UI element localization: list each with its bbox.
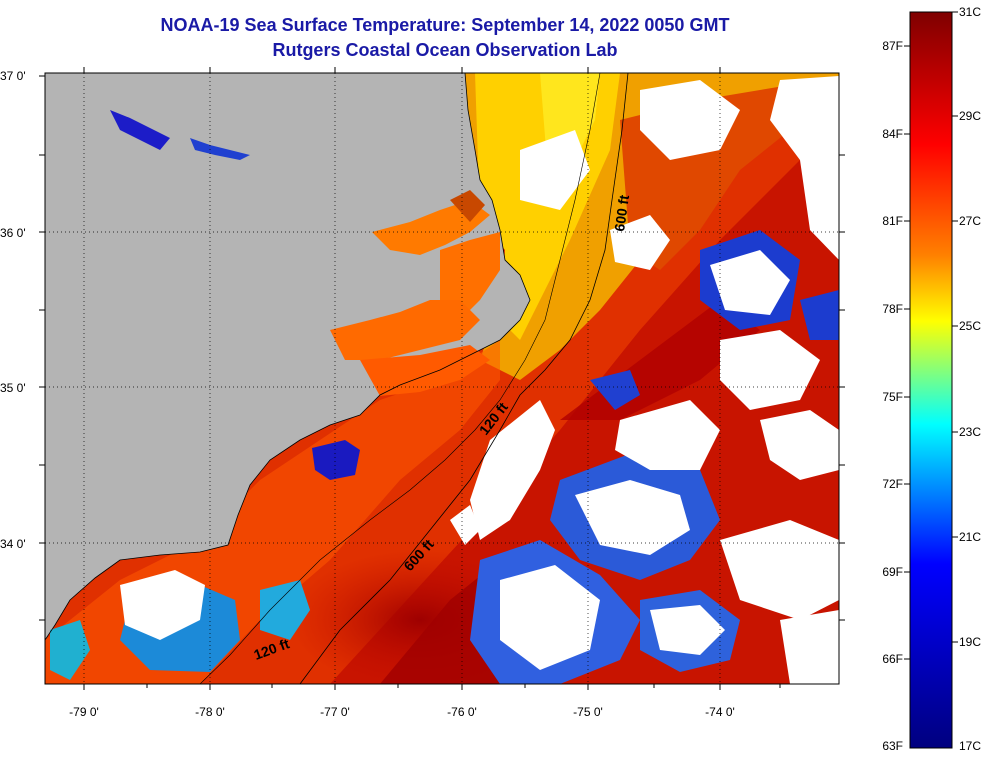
lon-label: -79 0' (69, 705, 99, 719)
map-subtitle: Rutgers Coastal Ocean Observation Lab (272, 40, 618, 60)
colorbar-f-label: 81F (882, 214, 903, 228)
colorbar-f-label: 87F (882, 39, 903, 53)
land-mass (45, 73, 530, 640)
colorbar-c-label: 25C (959, 319, 981, 333)
lat-label: 36 0' (0, 226, 26, 240)
isobath-600ft (299, 73, 629, 684)
lon-label: -74 0' (705, 705, 735, 719)
graticule (45, 73, 839, 684)
isobath-label: 600 ft (611, 194, 632, 233)
colorbar-f-label: 69F (882, 565, 903, 579)
colorbar-c-label: 31C (959, 5, 981, 19)
axis-ticks (39, 67, 845, 690)
cloud-cover (120, 76, 839, 684)
map-border (44, 72, 840, 685)
map-title: NOAA-19 Sea Surface Temperature: Septemb… (160, 15, 730, 35)
colorbar-f-label: 84F (882, 127, 903, 141)
lon-label: -76 0' (447, 705, 477, 719)
map-frame: 600 ft 120 ft 600 ft 120 ft (45, 73, 839, 684)
colorbar-c-label: 21C (959, 530, 981, 544)
colorbar-f-label: 75F (882, 390, 903, 404)
lat-label: 35 0' (0, 381, 26, 395)
colorbar-c-label: 29C (959, 109, 981, 123)
lon-label: -78 0' (195, 705, 225, 719)
lon-label: -77 0' (320, 705, 350, 719)
lat-label: 37 0' (0, 69, 26, 83)
colorbar-f-label: 72F (882, 477, 903, 491)
colorbar-c-label: 17C (959, 739, 981, 753)
colorbar-gradient (909, 11, 953, 749)
temperature-colorbar: 87F 84F 81F 78F 75F 72F 69F 66F 63F 31C … (882, 5, 981, 753)
coastline (45, 73, 531, 641)
isobath-120ft (199, 73, 601, 684)
colorbar-c-label: 19C (959, 635, 981, 649)
colorbar-f-label: 63F (882, 739, 903, 753)
colorbar-c-label: 23C (959, 425, 981, 439)
lat-label: 34 0' (0, 537, 26, 551)
colorbar-c-label: 27C (959, 214, 981, 228)
colorbar-f-label: 66F (882, 652, 903, 666)
lon-label: -75 0' (573, 705, 603, 719)
colorbar-f-label: 78F (882, 302, 903, 316)
